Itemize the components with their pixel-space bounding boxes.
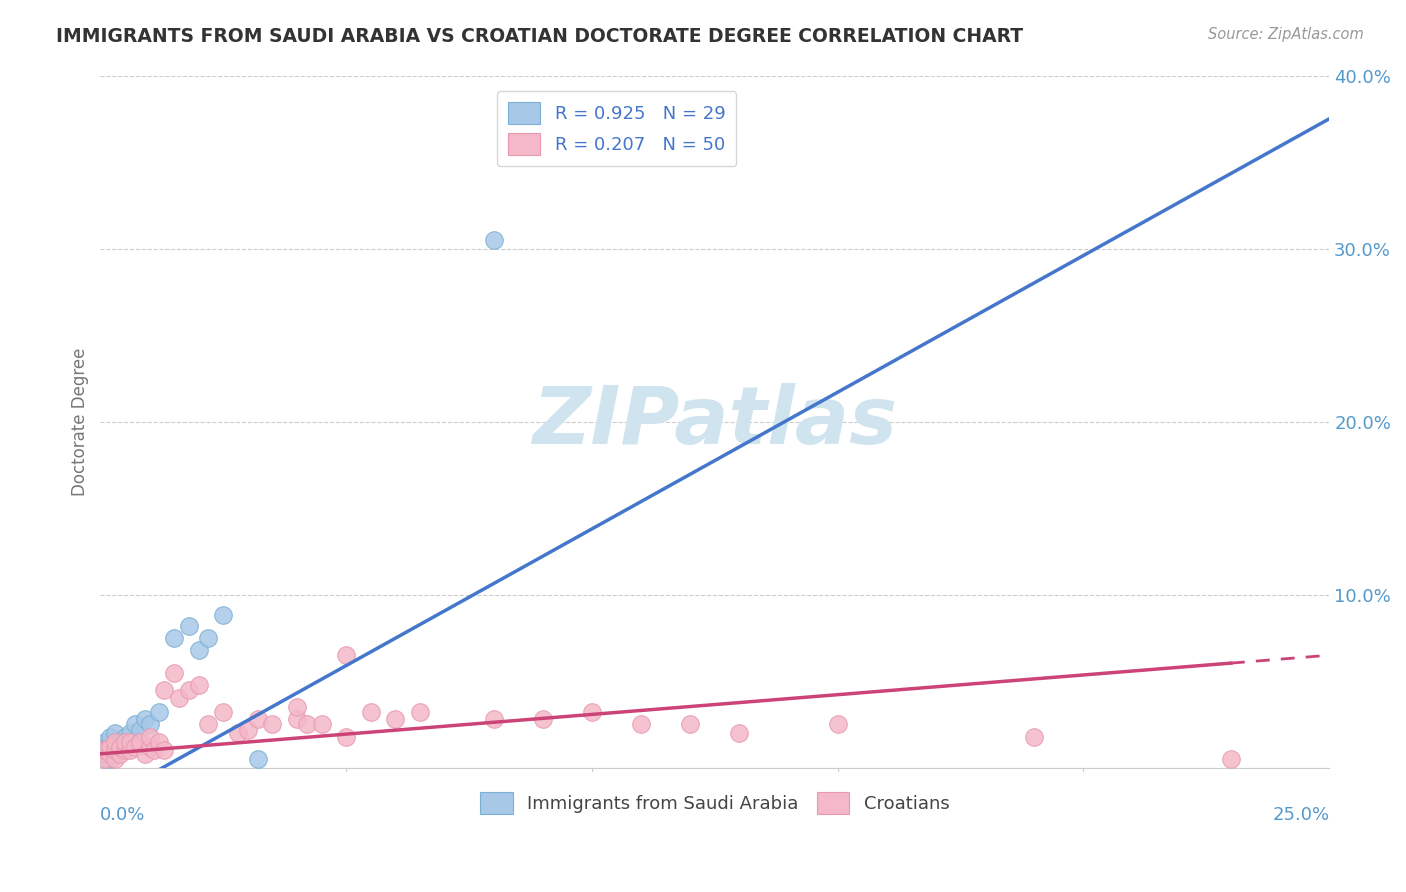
Point	[143, 743, 166, 757]
Point	[409, 706, 432, 720]
Point	[138, 739, 160, 754]
Point	[360, 706, 382, 720]
Point	[581, 706, 603, 720]
Point	[295, 717, 318, 731]
Text: IMMIGRANTS FROM SAUDI ARABIA VS CROATIAN DOCTORATE DEGREE CORRELATION CHART: IMMIGRANTS FROM SAUDI ARABIA VS CROATIAN…	[56, 27, 1024, 45]
Point	[124, 739, 146, 754]
Point	[148, 706, 170, 720]
Point	[94, 743, 117, 757]
Point	[114, 730, 136, 744]
Point	[167, 691, 190, 706]
Point	[98, 739, 121, 754]
Text: 25.0%: 25.0%	[1272, 805, 1329, 824]
Point	[108, 735, 131, 749]
Point	[148, 735, 170, 749]
Point	[285, 712, 308, 726]
Point	[630, 717, 652, 731]
Point	[531, 712, 554, 726]
Point	[153, 682, 176, 697]
Point	[98, 747, 121, 761]
Point	[108, 747, 131, 761]
Point	[94, 747, 117, 761]
Point	[104, 743, 127, 757]
Point	[187, 643, 209, 657]
Point	[118, 726, 141, 740]
Point	[197, 717, 219, 731]
Point	[104, 735, 127, 749]
Point	[163, 665, 186, 680]
Point	[124, 717, 146, 731]
Point	[285, 700, 308, 714]
Point	[335, 648, 357, 663]
Text: Source: ZipAtlas.com: Source: ZipAtlas.com	[1208, 27, 1364, 42]
Point	[226, 726, 249, 740]
Point	[177, 619, 200, 633]
Point	[335, 730, 357, 744]
Point	[94, 752, 117, 766]
Point	[134, 712, 156, 726]
Point	[311, 717, 333, 731]
Point	[98, 730, 121, 744]
Point	[1024, 730, 1046, 744]
Point	[1219, 752, 1241, 766]
Point	[108, 743, 131, 757]
Point	[163, 631, 186, 645]
Point	[108, 739, 131, 754]
Point	[482, 233, 505, 247]
Point	[104, 726, 127, 740]
Point	[246, 752, 269, 766]
Point	[212, 608, 235, 623]
Point	[679, 717, 702, 731]
Point	[197, 631, 219, 645]
Legend: Immigrants from Saudi Arabia, Croatians: Immigrants from Saudi Arabia, Croatians	[472, 784, 956, 821]
Point	[138, 717, 160, 731]
Point	[104, 747, 127, 761]
Point	[94, 743, 117, 757]
Point	[128, 735, 150, 749]
Point	[94, 752, 117, 766]
Point	[118, 735, 141, 749]
Text: ZIPatlas: ZIPatlas	[533, 383, 897, 460]
Point	[384, 712, 406, 726]
Point	[104, 752, 127, 766]
Point	[262, 717, 284, 731]
Point	[138, 730, 160, 744]
Point	[153, 743, 176, 757]
Point	[728, 726, 751, 740]
Point	[246, 712, 269, 726]
Point	[94, 739, 117, 754]
Point	[98, 735, 121, 749]
Point	[827, 717, 849, 731]
Point	[98, 743, 121, 757]
Point	[118, 743, 141, 757]
Y-axis label: Doctorate Degree: Doctorate Degree	[72, 347, 89, 496]
Point	[212, 706, 235, 720]
Point	[104, 739, 127, 754]
Point	[94, 735, 117, 749]
Point	[236, 723, 259, 737]
Point	[134, 747, 156, 761]
Point	[128, 723, 150, 737]
Text: 0.0%: 0.0%	[100, 805, 146, 824]
Point	[114, 743, 136, 757]
Point	[177, 682, 200, 697]
Point	[482, 712, 505, 726]
Point	[114, 739, 136, 754]
Point	[187, 678, 209, 692]
Point	[98, 752, 121, 766]
Point	[114, 735, 136, 749]
